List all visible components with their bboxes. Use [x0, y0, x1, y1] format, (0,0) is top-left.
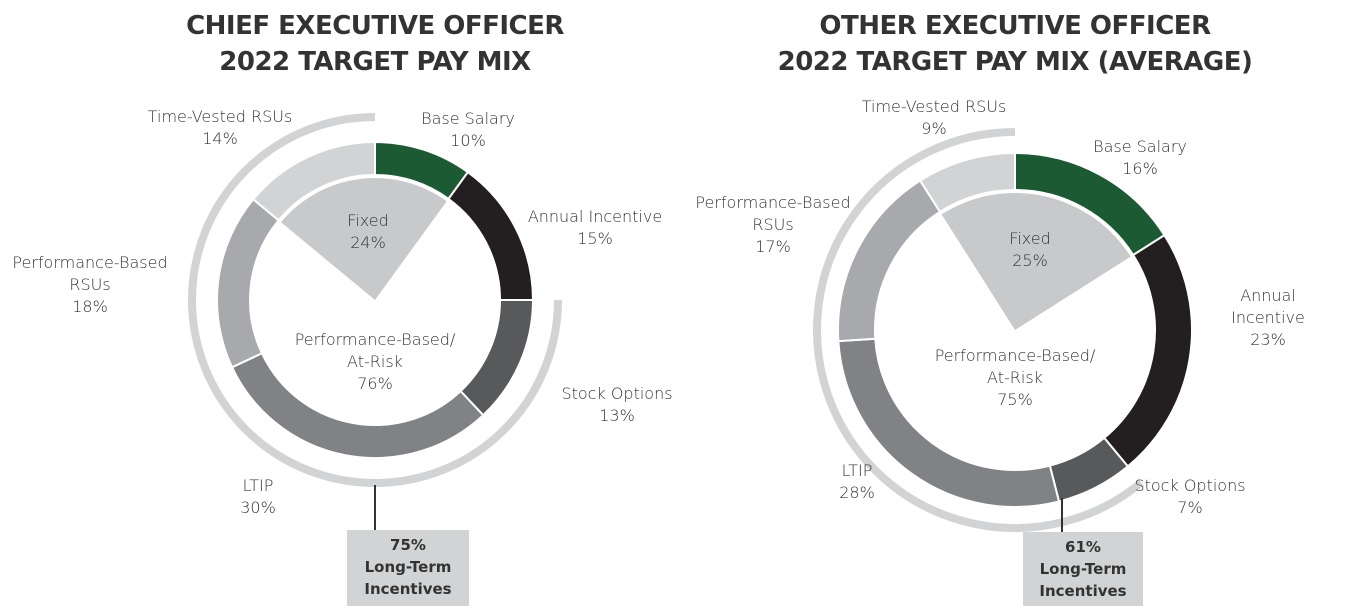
segment-name: Stock Options [561, 384, 673, 403]
segment-label: Time-Vested RSUs 14% [148, 106, 293, 150]
segment-name: Performance-Based RSUs [12, 253, 168, 294]
segment-name: Time-Vested RSUs [147, 107, 293, 126]
fixed-wedge [280, 178, 447, 300]
segment-value: 9% [921, 119, 947, 138]
group-name: Fixed [347, 211, 389, 230]
donut-segment [251, 140, 376, 222]
segment-name: Stock Options [1134, 476, 1246, 495]
long-term-box: 75% Long-Term Incentives [347, 530, 469, 606]
long-term-arc [188, 113, 562, 487]
segment-value: 7% [1177, 498, 1203, 517]
segment-label: Performance-Based RSUs 17% [695, 192, 850, 258]
group-value: 76% [357, 374, 393, 393]
segment-value: 23% [1250, 330, 1286, 349]
group-value: 75% [997, 390, 1033, 409]
donut-segment [1102, 233, 1193, 468]
chart-title: OTHER EXECUTIVE OFFICER 2022 TARGET PAY … [777, 11, 1253, 77]
segment-label: Stock Options 7% [1134, 475, 1245, 519]
segment-label: Stock Options 13% [561, 383, 672, 427]
segment-value: 16% [1122, 159, 1158, 178]
segment-label: LTIP 28% [839, 460, 875, 504]
segment-value: 10% [450, 131, 486, 150]
group-name: Performance-Based/ At-Risk [934, 346, 1096, 387]
segment-label: Base Salary 16% [1093, 136, 1187, 180]
segment-name: LTIP [841, 461, 873, 480]
segment-name: Annual Incentive [1231, 286, 1305, 327]
donut-segment [447, 170, 535, 301]
segment-name: Annual Incentive [527, 207, 663, 226]
long-term-value: 75% [390, 536, 426, 554]
group-value: 25% [1012, 251, 1048, 270]
group-label: Fixed 24% [347, 210, 388, 254]
chart-title: CHIEF EXECUTIVE OFFICER 2022 TARGET PAY … [186, 11, 564, 77]
donut-segment [918, 151, 1016, 214]
segment-name: Time-Vested RSUs [861, 97, 1007, 116]
segment-label: Performance-Based RSUs 18% [12, 252, 167, 318]
long-term-name: Long-Term Incentives [1039, 560, 1127, 600]
segment-value: 30% [240, 498, 276, 517]
segment-name: LTIP [242, 476, 274, 495]
segment-label: Base Salary 10% [421, 108, 515, 152]
segment-label: LTIP 30% [240, 475, 276, 519]
segment-label: Annual Incentive 15% [528, 206, 662, 250]
segment-name: Base Salary [421, 109, 515, 128]
group-value: 24% [350, 233, 386, 252]
segment-label: Annual Incentive 23% [1225, 285, 1311, 351]
group-label: Performance-Based/ At-Risk 76% [295, 329, 456, 395]
long-term-box: 61% Long-Term Incentives [1023, 532, 1143, 606]
group-label: Performance-Based/ At-Risk 75% [935, 345, 1096, 411]
segment-name: Base Salary [1093, 137, 1187, 156]
segment-value: 15% [577, 229, 613, 248]
long-term-arc [813, 128, 1144, 532]
donut-segment [216, 197, 281, 369]
donut-segment [459, 299, 535, 417]
group-name: Fixed [1009, 229, 1051, 248]
long-term-name: Long-Term Incentives [364, 558, 452, 598]
segment-value: 14% [202, 129, 238, 148]
segment-value: 17% [755, 237, 791, 256]
segment-label: Time-Vested RSUs 9% [862, 96, 1007, 140]
segment-value: 28% [839, 483, 875, 502]
segment-name: Performance-Based RSUs [695, 193, 851, 234]
segment-value: 18% [72, 297, 108, 316]
fixed-wedge [941, 193, 1131, 330]
donut-segment [837, 179, 942, 343]
long-term-value: 61% [1065, 538, 1101, 556]
segment-value: 13% [599, 406, 635, 425]
group-name: Performance-Based/ At-Risk [294, 330, 456, 371]
group-label: Fixed 25% [1009, 228, 1050, 272]
